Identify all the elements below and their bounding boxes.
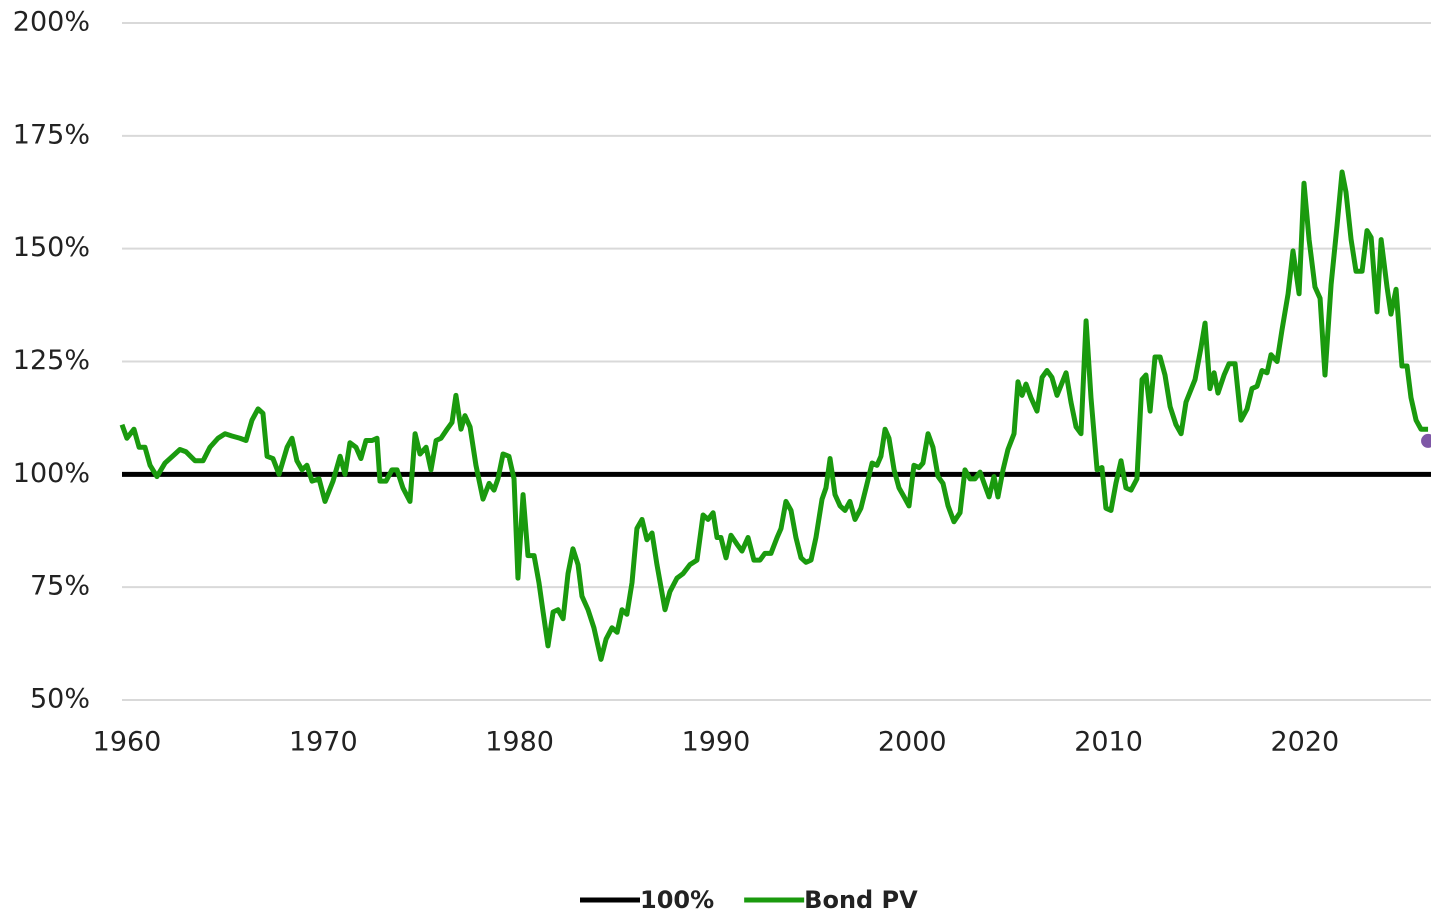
x-tick-label: 1980 [485,727,554,758]
y-tick-label: 100% [13,458,90,489]
x-tick-label: 1960 [93,727,162,758]
series-line [119,169,1429,662]
y-tick-label: 175% [13,119,90,150]
y-tick-label: 50% [30,684,90,715]
x-tick-label: 1970 [289,727,358,758]
legend-label: Bond PV [804,886,918,912]
legend-label: 100% [640,886,714,912]
y-tick-label: 200% [13,7,90,38]
y-tick-label: 125% [13,345,90,376]
end-marker [1421,433,1431,448]
x-tick-label: 2020 [1271,727,1340,758]
legend: 100% Bond PV [580,886,918,912]
y-tick-label: 150% [13,232,90,263]
x-tick-label: 2000 [878,727,947,758]
y-tick-label: 75% [30,571,90,602]
x-tick-label: 1990 [682,727,751,758]
x-tick-label: 2010 [1074,727,1143,758]
